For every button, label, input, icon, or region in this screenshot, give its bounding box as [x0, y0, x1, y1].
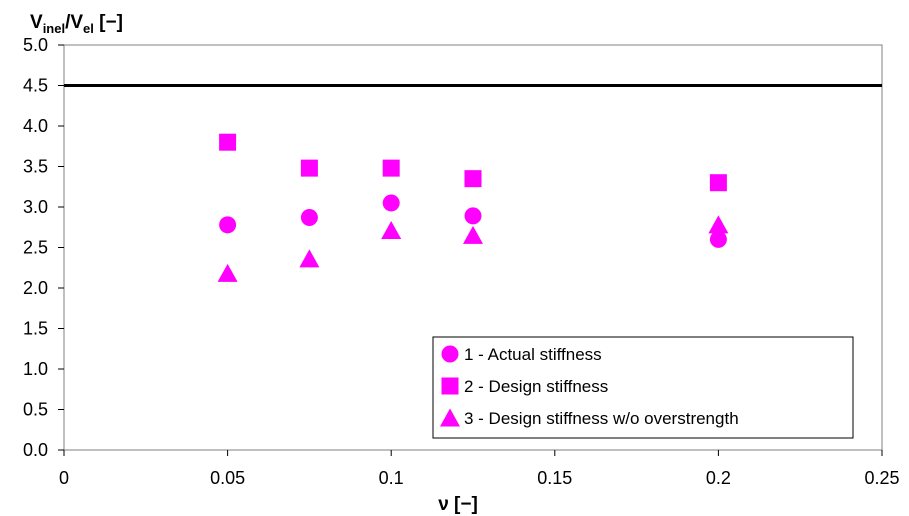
legend-circle-icon: [441, 345, 459, 363]
y-tick-label: 1.0: [23, 359, 48, 379]
y-tick-label: 1.5: [23, 319, 48, 339]
square-marker: [382, 159, 400, 177]
data-marks: [217, 133, 729, 282]
legend-label: 1 - Actual stiffness: [464, 345, 602, 364]
triangle-marker: [463, 225, 483, 244]
legend-square-icon: [441, 377, 459, 395]
circle-marker: [219, 216, 237, 234]
y-axis-label: Vinel/Vel [−]: [30, 12, 123, 36]
legend: 1 - Actual stiffness 2 - Design stiffness…: [432, 336, 854, 439]
triangle-marker: [299, 249, 320, 268]
square-marker: [300, 159, 318, 177]
y-axis-ticks: 0.0 0.5 1.0 1.5 2.0 2.5 3.0 3.5 4.0 4.5 5.0: [23, 35, 64, 460]
x-tick-label: 0.1: [379, 468, 404, 488]
circle-marker: [709, 230, 727, 248]
legend-triangle-icon: [440, 408, 460, 427]
x-axis-label: ν [−]: [438, 494, 478, 515]
circle-marker: [300, 209, 318, 227]
y-tick-label: 3.0: [23, 197, 48, 217]
triangle-marker: [708, 215, 729, 234]
y-tick-label: 4.5: [23, 76, 48, 96]
x-tick-label: 0.05: [210, 468, 245, 488]
square-marker: [219, 133, 237, 151]
x-tick-label: 0.2: [706, 468, 731, 488]
circle-marker: [464, 207, 482, 225]
legend-label: 3 - Design stiffness w/o overstrength: [464, 409, 739, 428]
y-tick-label: 0.0: [23, 440, 48, 460]
triangle-marker: [217, 263, 238, 282]
legend-label: 2 - Design stiffness: [464, 377, 608, 396]
x-tick-label: 0.15: [537, 468, 572, 488]
x-tick-label: 0.25: [864, 468, 899, 488]
legend-box: [432, 336, 854, 439]
triangle-marker: [381, 220, 402, 239]
y-tick-label: 3.5: [23, 157, 48, 177]
square-marker: [709, 174, 727, 192]
circle-marker: [382, 194, 400, 212]
y-tick-label: 0.5: [23, 400, 48, 420]
y-tick-label: 4.0: [23, 116, 48, 136]
y-tick-label: 5.0: [23, 35, 48, 55]
x-tick-label: 0: [59, 468, 69, 488]
y-tick-label: 2.0: [23, 278, 48, 298]
x-axis-ticks: 0 0.05 0.1 0.15 0.2 0.25: [59, 450, 900, 488]
y-tick-label: 2.5: [23, 238, 48, 258]
square-marker: [464, 170, 482, 188]
